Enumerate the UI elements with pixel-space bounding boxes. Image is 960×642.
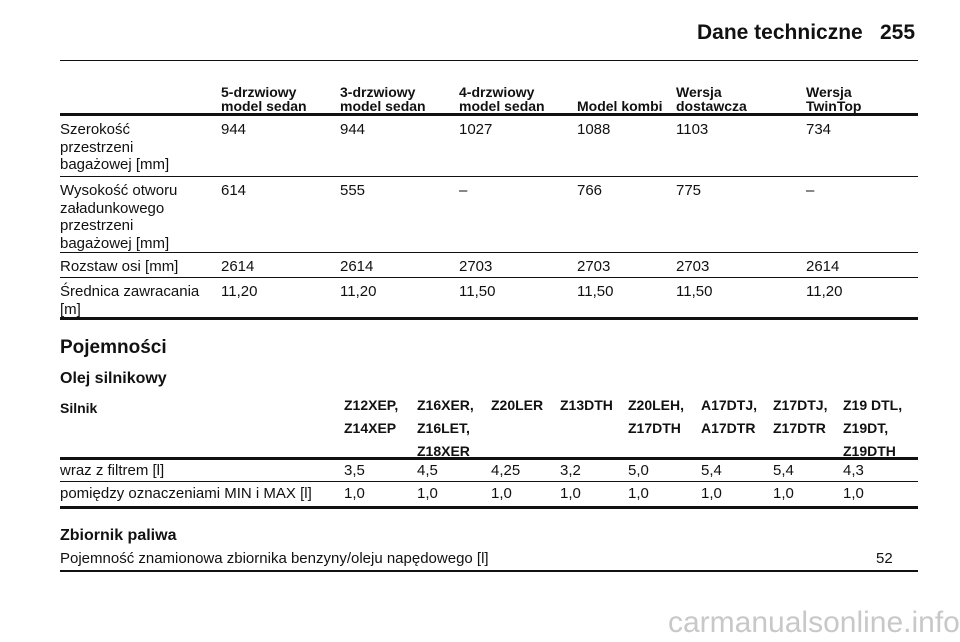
cell: 5,4	[773, 462, 794, 479]
cell: 11,50	[577, 283, 614, 300]
row-label: [m]	[60, 300, 81, 318]
cell: –	[459, 182, 468, 199]
column-header: 3-drzwiowy	[340, 84, 416, 100]
cell: 2614	[340, 258, 374, 275]
cell: 614	[221, 182, 247, 199]
engine-header: Z19DTH	[843, 443, 896, 459]
row-label: załadunkowego	[60, 199, 165, 217]
engine-header: Z20LEH,	[628, 397, 685, 413]
engine-header: Z14XEP	[344, 420, 397, 436]
cell: 775	[676, 182, 702, 199]
column-header: TwinTop	[806, 98, 862, 114]
oil-title: Olej silnikowy	[60, 370, 167, 387]
cell: 4,3	[843, 462, 864, 479]
cell: 1088	[577, 121, 611, 138]
column-header: model sedan	[340, 98, 426, 114]
rule	[60, 570, 918, 572]
rule	[60, 317, 918, 320]
engine-header: A17DTJ,	[701, 397, 758, 413]
row-label: wraz z filtrem [l]	[60, 462, 165, 479]
cell: 11,50	[459, 283, 496, 300]
header-title: Dane techniczne	[697, 21, 863, 44]
column-header: model sedan	[221, 98, 307, 114]
cell: 4,25	[491, 462, 521, 479]
cell: 1103	[676, 121, 709, 138]
fuel-label: Pojemność znamionowa zbiornika benzyny/o…	[60, 550, 489, 567]
cell: 2703	[577, 258, 611, 275]
column-header: model sedan	[459, 98, 545, 114]
cell: 11,20	[806, 283, 843, 300]
cell: 11,20	[221, 283, 258, 300]
cell: 1,0	[344, 485, 365, 502]
row-label: Szerokość	[60, 121, 131, 138]
cell: 5,0	[628, 462, 649, 479]
cell: 11,50	[676, 283, 713, 300]
row-label: bagażowej [mm]	[60, 234, 170, 252]
row-label: Rozstaw osi [mm]	[60, 258, 179, 275]
watermark: carmanualsonline.info	[668, 606, 960, 639]
row-label: Średnica zawracania	[60, 283, 200, 300]
row-label: przestrzeni	[60, 138, 134, 156]
column-header: 4-drzwiowy	[459, 84, 535, 100]
rule	[60, 481, 918, 482]
fuel-title: Zbiornik paliwa	[60, 527, 177, 544]
cell: 11,20	[340, 283, 377, 300]
engine-header: Z17DTJ,	[773, 397, 828, 413]
rule	[60, 176, 918, 177]
cell: 766	[577, 182, 603, 199]
header-rule	[60, 60, 918, 61]
cell: 1,0	[773, 485, 794, 502]
rule	[60, 277, 918, 278]
section-title: Pojemności	[60, 337, 167, 358]
cell: 944	[340, 121, 366, 138]
column-header: Wersja	[676, 84, 722, 100]
page-number: 255	[880, 21, 916, 44]
cell: 3,2	[560, 462, 581, 479]
engine-header: Z17DTH	[628, 420, 681, 436]
engine-header: Z20LER	[491, 397, 544, 413]
cell: 1027	[459, 121, 493, 138]
cell: 2703	[459, 258, 493, 275]
cell: 555	[340, 182, 366, 199]
engine-header: Z17DTR	[773, 420, 826, 436]
cell: 4,5	[417, 462, 438, 479]
cell: 944	[221, 121, 247, 138]
column-header: dostawcza	[676, 98, 747, 114]
rule	[60, 506, 918, 509]
cell: 2703	[676, 258, 710, 275]
column-header: 5-drzwiowy	[221, 84, 297, 100]
row-label: przestrzeni	[60, 217, 134, 234]
engine-header: Z16XER,	[417, 397, 474, 413]
engine-header: Z16LET,	[417, 420, 470, 436]
row-label: bagażowej [mm]	[60, 156, 170, 173]
rule	[60, 113, 918, 116]
engine-header: Z19DT,	[843, 420, 889, 436]
engine-header: Z13DTH	[560, 397, 613, 413]
cell: 1,0	[843, 485, 864, 502]
engine-header: Z12XEP,	[344, 397, 399, 413]
engine-header: Z18XER	[417, 443, 470, 459]
engine-header: Z19 DTL,	[843, 397, 903, 413]
fuel-value: 52	[876, 550, 893, 567]
cell: 5,4	[701, 462, 722, 479]
cell: 2614	[806, 258, 840, 275]
engine-header: A17DTR	[701, 420, 756, 436]
cell: 1,0	[560, 485, 581, 502]
column-header: Wersja	[806, 84, 852, 100]
cell: 2614	[221, 258, 255, 275]
cell: –	[806, 182, 815, 199]
rule	[60, 457, 918, 460]
oil-header-label: Silnik	[60, 400, 98, 416]
row-label: pomiędzy oznaczeniami MIN i MAX [l]	[60, 485, 312, 502]
cell: 1,0	[417, 485, 438, 502]
cell: 1,0	[491, 485, 512, 502]
cell: 734	[806, 121, 832, 138]
row-label: Wysokość otworu	[60, 182, 178, 199]
rule	[60, 252, 918, 253]
column-header: Model kombi	[577, 98, 663, 114]
cell: 1,0	[628, 485, 649, 502]
cell: 1,0	[701, 485, 722, 502]
cell: 3,5	[344, 462, 365, 479]
